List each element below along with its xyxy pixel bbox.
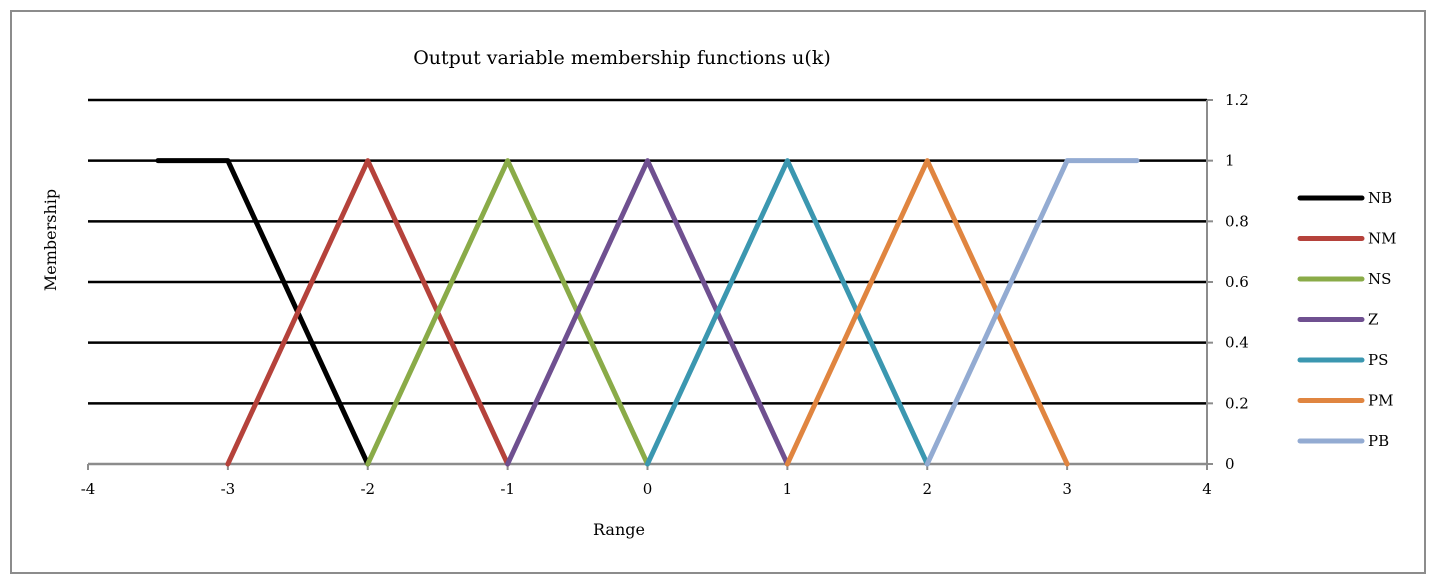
legend-label-pb: PB — [1368, 432, 1389, 450]
series-layer — [155, 158, 1140, 467]
chart-frame — [10, 10, 1426, 574]
series-line-pb — [924, 158, 1140, 467]
legend-label-ns: NS — [1368, 270, 1391, 288]
chart-title: Output variable membership functions u(k… — [413, 47, 831, 69]
y-tick-label: 0.8 — [1225, 212, 1249, 230]
x-axis-label: Range — [593, 520, 645, 539]
series-line-ns — [365, 158, 650, 467]
legend-label-pm: PM — [1368, 392, 1393, 410]
y-tick-labels: 0 0.2 0.4 0.6 0.8 1 1.2 — [1225, 91, 1249, 473]
x-tick-label: 3 — [1062, 480, 1072, 498]
y-axis-label: Membership — [41, 189, 60, 291]
series-line-nb — [155, 158, 371, 467]
series-line-pm — [784, 158, 1070, 467]
series-line-nm — [225, 158, 511, 467]
grid-lines — [88, 98, 1207, 405]
legend-label-nb: NB — [1368, 189, 1392, 207]
x-tick-label: -2 — [360, 480, 375, 498]
legend-label-ps: PS — [1368, 351, 1388, 369]
x-tick-labels: -4 -3 -2 -1 0 1 2 3 4 — [81, 480, 1212, 498]
x-tick-label: 4 — [1202, 480, 1212, 498]
series-line-z — [505, 158, 790, 467]
series-line-ps — [645, 158, 930, 467]
x-tick-label: -1 — [500, 480, 515, 498]
x-tick-label: -3 — [221, 480, 236, 498]
legend: NB NM NS Z PS PM PB — [1297, 189, 1396, 450]
y-tick-label: 0.4 — [1225, 334, 1249, 352]
x-tick-label: -4 — [81, 480, 96, 498]
y-tick-label: 1 — [1225, 152, 1235, 170]
x-tick-label: 1 — [783, 480, 793, 498]
y-tick-label: 0 — [1225, 455, 1235, 473]
y-tick-label: 0.6 — [1225, 273, 1249, 291]
y-tick-label: 1.2 — [1225, 91, 1249, 109]
x-tick-label: 0 — [643, 480, 653, 498]
legend-label-z: Z — [1368, 311, 1378, 329]
x-tick-label: 2 — [922, 480, 932, 498]
legend-label-nm: NM — [1368, 230, 1396, 248]
y-tick-label: 0.2 — [1225, 394, 1249, 412]
